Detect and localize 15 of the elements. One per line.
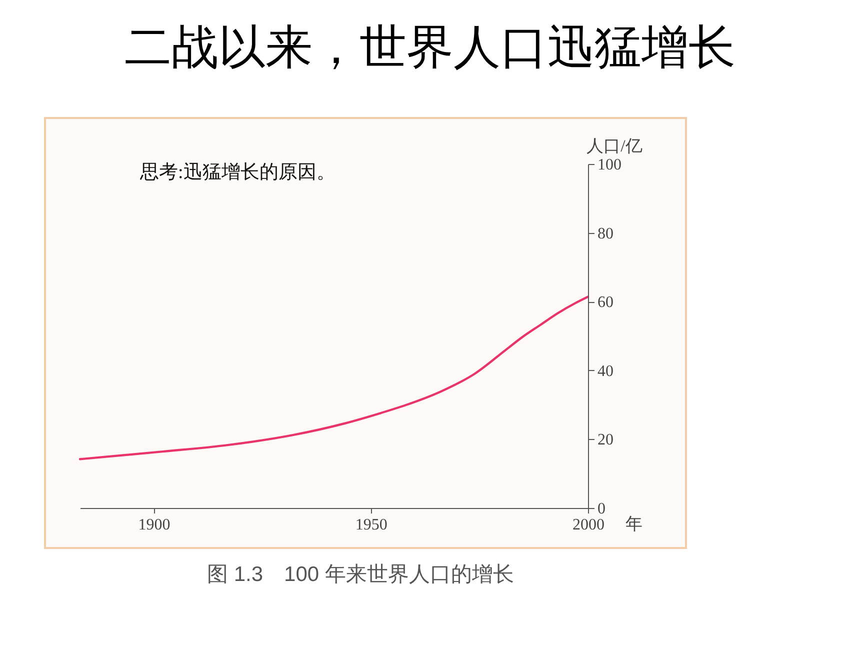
line-series [78,296,590,460]
y-tick-label: 100 [598,156,622,174]
y-tick-label: 0 [598,500,606,518]
annotation: 思考:迅猛增长的原因。 [139,162,336,183]
x-axis-title: 年 [626,514,642,534]
x-tick-label: 1950 [355,516,388,534]
x-tick-label: 1900 [138,516,170,534]
caption: 图 1.3 100 年来世界人口的增长 [207,563,514,586]
x-tick-label: 2000 [572,516,604,534]
y-axis-title: 人口/亿 [586,136,642,156]
chart-title: 二战以来，世界人口迅猛增长 [124,22,736,74]
y-tick-label: 40 [598,362,614,380]
y-tick-label: 20 [598,432,614,449]
y-tick-label: 60 [598,294,614,312]
y-tick-label: 80 [598,225,614,242]
